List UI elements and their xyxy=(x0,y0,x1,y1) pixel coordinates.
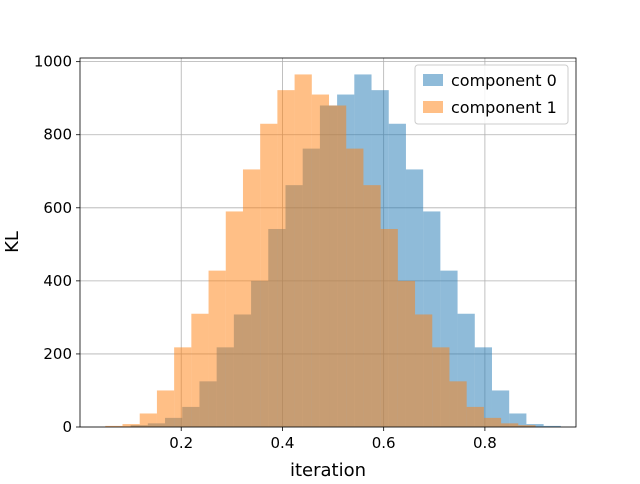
histogram-bar xyxy=(449,381,467,427)
histogram-bar xyxy=(156,390,175,427)
histogram-bar xyxy=(105,425,123,427)
histogram-bar xyxy=(191,313,209,427)
plot-frame xyxy=(79,57,577,428)
histogram-bar xyxy=(122,424,140,427)
histogram-bar xyxy=(311,94,330,427)
legend-label: component 0 xyxy=(451,71,557,90)
histogram-bar xyxy=(501,423,519,427)
histogram-bar xyxy=(363,185,381,427)
histogram-bar xyxy=(139,413,157,427)
y-tick-label: 400 xyxy=(43,272,72,290)
histogram-bar xyxy=(277,90,295,427)
y-tick-label: 800 xyxy=(43,126,72,144)
legend-box xyxy=(414,64,569,125)
histogram-bar xyxy=(225,211,243,427)
legend-swatch xyxy=(423,74,443,86)
x-axis-ticks: 0.2 0.4 0.6 0.8 xyxy=(169,427,497,452)
histogram-bar xyxy=(466,406,484,427)
histogram-bars xyxy=(105,74,561,427)
x-tick-label: 0.2 xyxy=(169,434,193,452)
x-tick-label: 0.6 xyxy=(372,434,396,452)
y-axis-ticks: 0 200 400 600 800 1000 xyxy=(34,53,80,436)
legend-label: component 1 xyxy=(451,98,557,117)
histogram-bar xyxy=(518,425,536,427)
y-axis-label: KL xyxy=(2,231,23,253)
x-axis-label: iteration xyxy=(290,460,366,480)
histogram-bar xyxy=(432,347,450,427)
histogram-bar xyxy=(294,74,312,427)
y-tick-label: 600 xyxy=(43,199,72,217)
histogram-bar xyxy=(260,123,278,427)
histogram-bar xyxy=(483,417,502,427)
x-tick-label: 0.4 xyxy=(271,434,295,452)
legend: component 0 component 1 xyxy=(414,64,569,125)
legend-swatch xyxy=(423,101,443,113)
histogram-bar xyxy=(346,148,364,427)
histogram-bar xyxy=(380,228,398,427)
histogram-bar xyxy=(208,270,226,427)
x-tick-label: 0.8 xyxy=(473,434,497,452)
histogram-bar xyxy=(397,280,416,427)
histogram-bar xyxy=(242,169,261,427)
histogram-bar xyxy=(174,347,192,427)
histogram-bar xyxy=(415,314,433,427)
y-tick-label: 1000 xyxy=(34,53,72,71)
y-tick-label: 200 xyxy=(43,345,72,363)
histogram-bar xyxy=(543,425,561,427)
series-1 xyxy=(105,74,536,427)
y-tick-label: 0 xyxy=(62,418,72,436)
histogram-bar xyxy=(329,105,347,427)
